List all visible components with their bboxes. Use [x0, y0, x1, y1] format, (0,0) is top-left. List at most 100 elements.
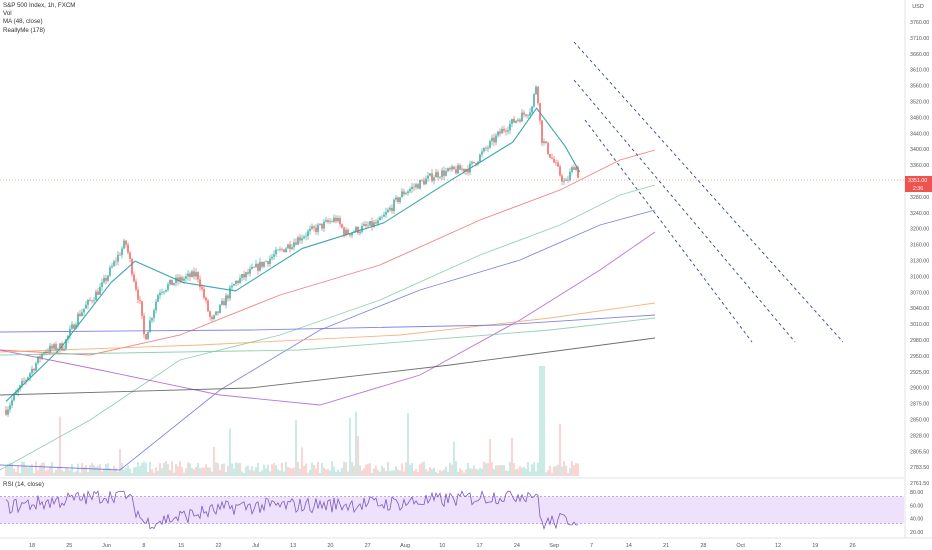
volume-bar — [349, 417, 351, 476]
legend-really[interactable]: ReallyMe (178) — [3, 26, 45, 34]
volume-bar — [457, 471, 459, 476]
volume-bar — [429, 467, 431, 476]
candle-body — [413, 186, 415, 188]
volume-bar — [95, 466, 97, 476]
volume-bar — [233, 468, 235, 476]
volume-bar — [195, 467, 197, 476]
volume-bar — [11, 462, 13, 476]
volume-bar — [513, 463, 515, 476]
candle-body — [371, 221, 373, 227]
candle — [219, 304, 221, 314]
volume-bar — [63, 471, 65, 476]
volume-bar — [511, 437, 513, 476]
volume-bar — [455, 461, 457, 476]
candle-body — [227, 295, 229, 299]
time-tick-label: Oct — [736, 543, 745, 549]
candle — [161, 288, 163, 295]
candle — [9, 402, 11, 413]
candle — [485, 146, 487, 152]
candle — [23, 377, 25, 386]
volume-bar — [285, 461, 287, 476]
candle-body — [463, 168, 465, 172]
candle-body — [385, 212, 387, 215]
candle — [397, 196, 399, 204]
volume-bar — [245, 466, 247, 476]
candle — [115, 257, 117, 266]
candle — [439, 175, 441, 180]
candle-body — [349, 234, 351, 236]
legend-vol[interactable]: Vol — [3, 10, 12, 18]
candle-body — [69, 328, 71, 336]
candle-body — [461, 168, 463, 170]
candle-body — [209, 311, 211, 317]
candle-body — [19, 385, 21, 390]
volume-bar — [31, 464, 33, 476]
candle — [531, 105, 533, 115]
volume-bar — [509, 462, 511, 476]
candle-body — [441, 170, 443, 178]
candle-body — [327, 220, 329, 223]
volume-bar — [319, 472, 321, 476]
candle-body — [443, 170, 445, 176]
candle-body — [417, 184, 419, 189]
symbol-title[interactable]: S&P 500 Index, 1h, FXCM — [3, 2, 76, 9]
price-tick-label: 3160.00 — [910, 243, 929, 249]
volume-bar — [265, 468, 267, 476]
candle — [139, 295, 141, 304]
candle-body — [269, 258, 271, 264]
volume-bar — [293, 467, 295, 476]
candle-body — [267, 261, 269, 264]
candle-body — [229, 287, 231, 299]
volume-bar — [25, 465, 27, 476]
candle-body — [279, 249, 281, 250]
candle-body — [313, 226, 315, 228]
candle — [287, 243, 289, 249]
volume-bar — [257, 462, 259, 476]
volume-bar — [47, 469, 49, 476]
time-tick-label: 19 — [812, 543, 818, 549]
candle-body — [365, 224, 367, 226]
volume-bar — [167, 464, 169, 476]
price-tick-label: 3200.00 — [910, 227, 929, 233]
candle — [181, 275, 183, 283]
price-tick-label: 3560.00 — [910, 84, 929, 90]
candle-body — [561, 175, 563, 182]
candle-body — [179, 277, 181, 282]
rsi-tick-label: 60.00 — [910, 503, 923, 509]
trend-channel[interactable] — [573, 41, 844, 343]
time-tick-label: 10 — [439, 543, 445, 549]
price-tick-label: 2828.00 — [910, 433, 929, 439]
rsi-legend[interactable]: RSI (14, close) — [3, 481, 44, 488]
candle-body — [401, 191, 403, 198]
candle-body — [107, 275, 109, 281]
candle-body — [567, 179, 569, 181]
candle — [133, 271, 135, 283]
legend-ma[interactable]: MA (48, close) — [3, 18, 43, 26]
candle-body — [55, 344, 57, 351]
candle-body — [221, 300, 223, 305]
volume-bar — [183, 472, 185, 476]
volume-bar — [371, 472, 373, 476]
candle — [381, 214, 383, 220]
volume-bar — [171, 461, 173, 476]
candle-body — [499, 131, 501, 134]
price-tick-label: 3280.00 — [910, 195, 929, 201]
candle-body — [9, 405, 11, 410]
volume-bar — [37, 470, 39, 476]
time-tick-label: 7 — [590, 543, 593, 549]
candle-body — [21, 381, 23, 386]
time-tick-label: 14 — [626, 543, 632, 549]
volume-bar — [291, 468, 293, 476]
candle-body — [377, 220, 379, 224]
candle-body — [453, 166, 455, 170]
volume-bar — [437, 472, 439, 476]
candle-body — [473, 161, 475, 164]
candle — [227, 294, 229, 302]
candle — [83, 308, 85, 317]
candle — [431, 169, 433, 183]
candle — [247, 268, 249, 276]
rsi-pane: 80.00 60.00 40.00 20.00 — [0, 477, 923, 536]
candle — [299, 234, 301, 244]
candle — [393, 198, 395, 215]
